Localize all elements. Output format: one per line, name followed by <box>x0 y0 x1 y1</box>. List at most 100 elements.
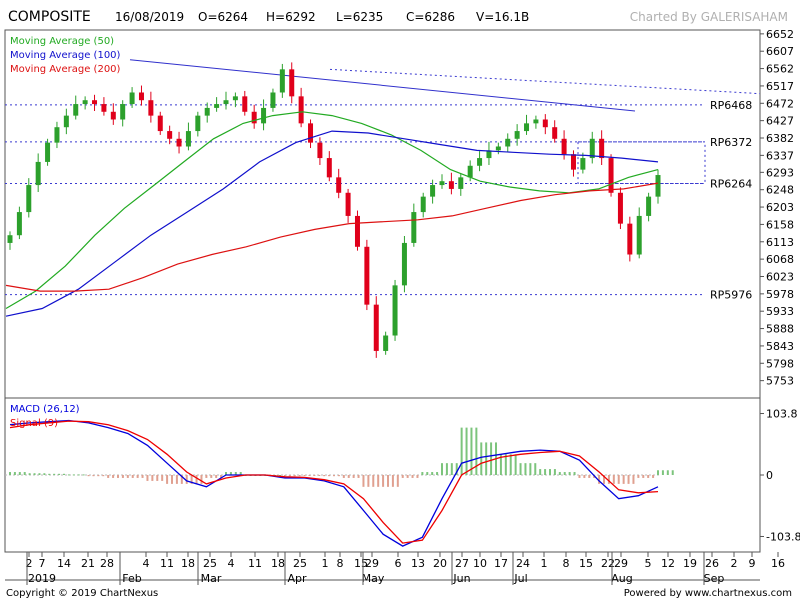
macd-histogram-bar <box>313 475 316 476</box>
legend-signal: Signal (9) <box>10 418 58 429</box>
macd-histogram-bar <box>647 475 650 478</box>
macd-histogram-bar <box>524 463 527 475</box>
candle-body <box>167 131 173 139</box>
macd-histogram-bar <box>112 475 115 478</box>
candle-body <box>232 96 238 101</box>
macd-histogram-bar <box>82 474 85 476</box>
macd-histogram-bar <box>48 473 51 475</box>
legend-ma50: Moving Average (50) <box>10 36 114 47</box>
macd-histogram-bar <box>387 475 389 487</box>
macd-histogram-bar <box>480 442 483 475</box>
ma100-line <box>5 130 659 317</box>
macd-histogram-bar <box>490 442 493 475</box>
level-label: RP6468 <box>710 99 752 112</box>
price-tick-label: 6382 <box>766 132 794 145</box>
candle-body <box>242 96 248 112</box>
date-tick-label: 4 <box>143 557 150 570</box>
candle-body <box>110 111 116 120</box>
macd-histogram-bar <box>38 473 41 475</box>
month-label: 2019 <box>28 572 56 585</box>
level-label: RP5976 <box>710 289 752 302</box>
macd-histogram-bar <box>171 475 173 484</box>
macd-histogram-bar <box>431 472 434 475</box>
candle-body <box>138 92 144 101</box>
candle-body <box>467 165 473 178</box>
macd-histogram-bar <box>53 473 56 475</box>
date-tick-label: 8 <box>563 557 570 570</box>
price-tick-label: 6113 <box>766 236 794 249</box>
macd-histogram-bar <box>357 475 360 478</box>
macd-histogram-bar <box>519 463 522 475</box>
macd-histogram-bar <box>563 472 566 475</box>
range-box <box>577 141 706 185</box>
date-tick-label: 5 <box>645 557 652 570</box>
macd-histogram-bar <box>436 472 439 475</box>
candle-body <box>364 246 370 305</box>
candle-body <box>148 100 154 116</box>
legend-macd: MACD (26,12) <box>10 404 80 415</box>
month-label: Jul <box>513 572 527 585</box>
date-tick-label: 26 <box>705 557 719 570</box>
date-tick-label: 2 <box>731 557 738 570</box>
candle-body <box>176 138 182 147</box>
macd-histogram-bar <box>539 469 542 475</box>
candle-body <box>448 181 454 189</box>
candle-body <box>533 119 539 124</box>
price-tick-label: 6607 <box>766 45 794 58</box>
macd-histogram-bar <box>534 463 537 475</box>
candle-body <box>92 100 98 105</box>
ma200-line <box>5 182 659 292</box>
date-tick-label: 19 <box>683 557 697 570</box>
candle-body <box>570 154 576 170</box>
candle-body <box>655 175 661 197</box>
macd-histogram-bar <box>603 475 605 484</box>
macd-histogram-bar <box>632 475 635 484</box>
macd-histogram-bar <box>652 475 655 478</box>
macd-histogram-bar <box>126 475 129 478</box>
macd-tick-label: -103.8 <box>766 530 800 543</box>
price-tick-label: 6203 <box>766 201 794 214</box>
macd-histogram-bar <box>72 474 75 476</box>
macd-histogram-bar <box>229 472 232 475</box>
macd-histogram-bar <box>220 475 223 478</box>
macd-histogram-bar <box>372 475 375 487</box>
macd-histogram-bar <box>102 475 105 477</box>
macd-histogram-bar <box>87 475 90 477</box>
candle-body <box>45 142 51 162</box>
date-tick-label: 7 <box>39 557 46 570</box>
price-tick-label: 5888 <box>766 323 794 336</box>
date-tick-label: 28 <box>100 557 114 570</box>
macd-histogram-bar <box>279 475 281 476</box>
date-tick-label: 11 <box>248 557 262 570</box>
candle-body <box>204 107 210 116</box>
date-tick-label: 29 <box>614 557 628 570</box>
candle-body <box>636 215 642 255</box>
macd-histogram-bar <box>485 442 488 475</box>
macd-histogram-bar <box>131 475 134 478</box>
footer-copyright: Copyright © 2019 ChartNexus <box>6 588 158 599</box>
symbol-label: COMPOSITE <box>8 9 91 25</box>
close-label: C=6286 <box>406 10 455 24</box>
macd-histogram-bar <box>136 475 139 478</box>
macd-histogram-bar <box>421 472 424 475</box>
date-tick-label: 17 <box>494 557 508 570</box>
candle-body <box>129 92 135 105</box>
macd-histogram-bar <box>661 470 664 475</box>
price-tick-label: 5753 <box>766 375 794 388</box>
candle-body <box>495 146 501 151</box>
macd-histogram-bar <box>67 474 70 476</box>
month-label: Jun <box>452 572 470 585</box>
date-tick-label: 12 <box>661 557 675 570</box>
macd-histogram-bar <box>642 475 645 478</box>
macd-line <box>9 419 659 547</box>
candle-body <box>251 111 257 124</box>
price-tick-label: 6023 <box>766 270 794 283</box>
date-tick-label: 14 <box>57 557 71 570</box>
month-label: Apr <box>287 572 307 585</box>
macd-histogram-bar <box>558 472 561 475</box>
price-tick-label: 6293 <box>766 166 794 179</box>
macd-histogram-bar <box>175 475 178 484</box>
macd-histogram-bar <box>391 475 394 487</box>
macd-histogram-bar <box>190 475 193 484</box>
macd-histogram-bar <box>13 472 16 475</box>
